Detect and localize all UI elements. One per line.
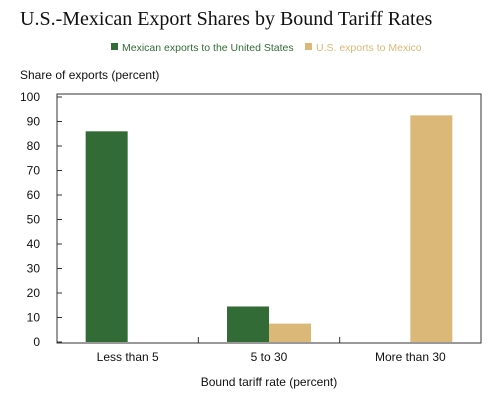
x-tick-label: More than 30 [375,350,446,364]
legend-label: U.S. exports to Mexico [316,42,422,54]
y-tick-label: 80 [27,139,41,153]
plot-frame [56,93,482,344]
x-axis-label: Bound tariff rate (percent) [201,375,338,389]
legend-swatch [305,43,312,50]
y-tick-label: 10 [27,311,41,325]
bars [85,115,453,342]
chart-title: U.S.-Mexican Export Shares by Bound Tari… [20,8,433,30]
bar-mexican-exports [227,306,269,342]
y-tick-label: 0 [33,335,40,349]
legend-swatch [111,43,118,50]
y-tick-label: 90 [27,115,41,129]
y-tick-label: 70 [27,164,41,178]
y-tick-label: 20 [27,286,41,300]
legend: Mexican exports to the United States U.S.… [111,42,422,54]
y-tick-label: 30 [27,262,41,276]
x-axis: Less than 5 5 to 30 More than 30 [97,337,446,364]
bar-us-exports [410,115,453,342]
y-tick-label: 100 [20,90,40,104]
y-tick-label: 50 [27,213,41,227]
legend-label: Mexican exports to the United States [122,42,294,54]
y-axis-label: Share of exports (percent) [20,68,159,82]
x-tick-label: Less than 5 [97,350,159,364]
y-tick-label: 60 [27,188,41,202]
bar-us-exports [269,323,311,342]
bar-mexican-exports [85,131,128,342]
x-tick-label: 5 to 30 [251,350,288,364]
y-axis: 0 10 20 30 40 50 60 70 80 90 100 [20,90,62,349]
y-tick-label: 40 [27,237,41,251]
